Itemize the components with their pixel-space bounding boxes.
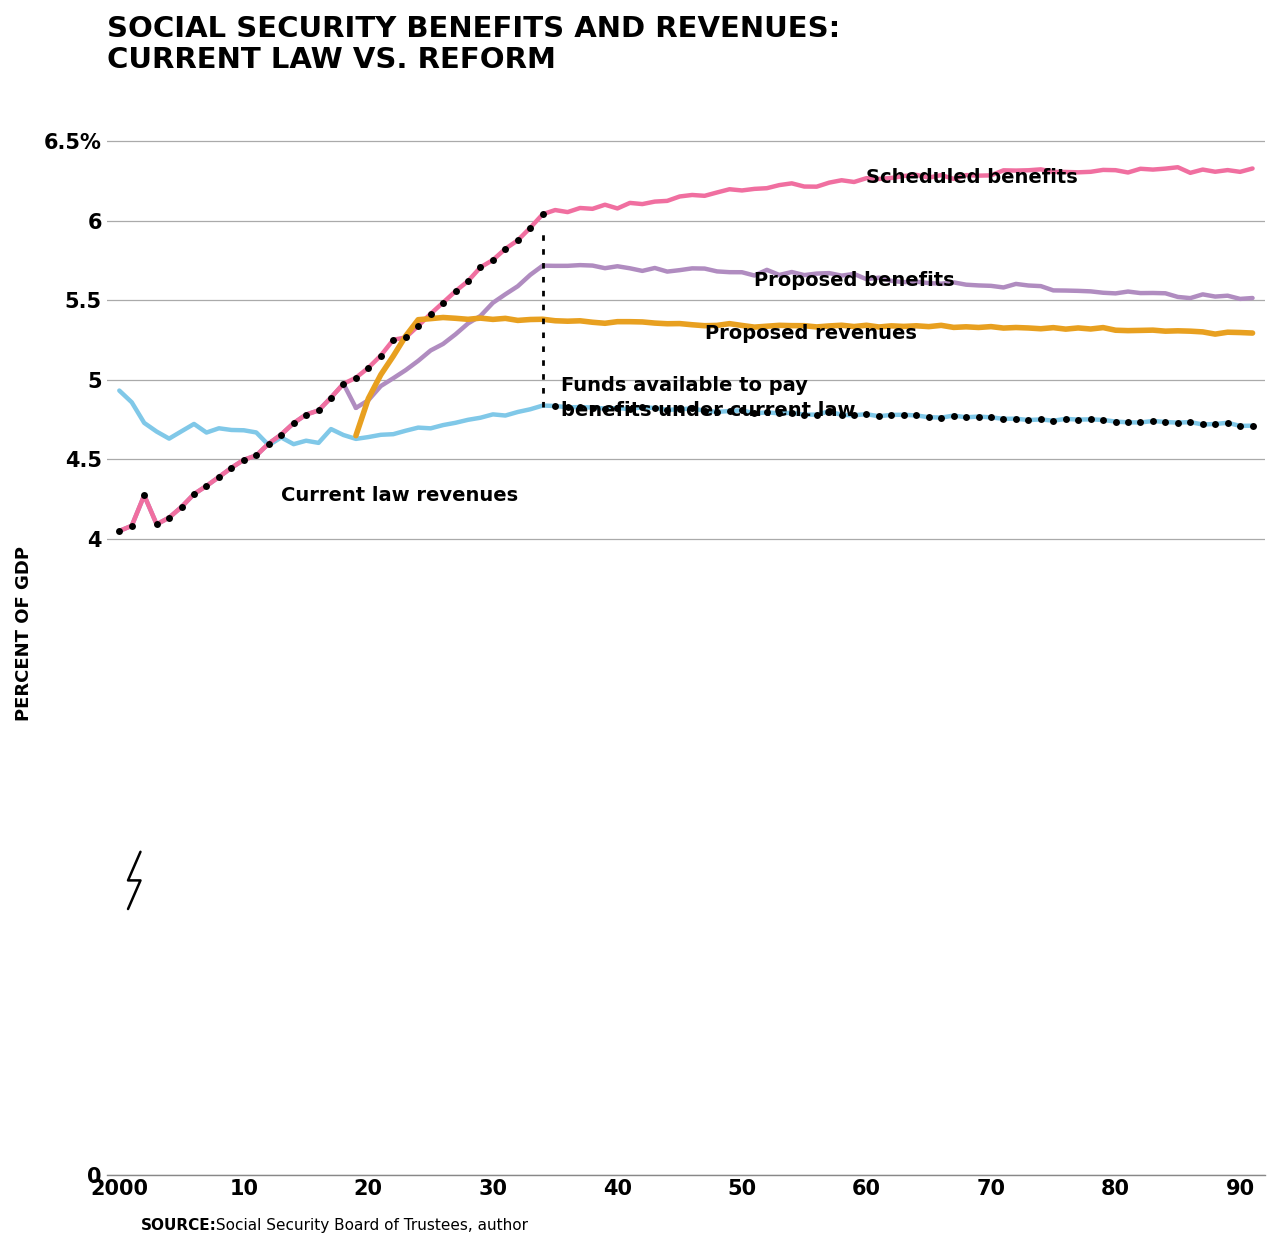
Text: SOCIAL SECURITY BENEFITS AND REVENUES:
CURRENT LAW VS. REFORM: SOCIAL SECURITY BENEFITS AND REVENUES: C… bbox=[106, 15, 840, 74]
Text: SOURCE:: SOURCE: bbox=[141, 1218, 216, 1233]
Text: Social Security Board of Trustees, author: Social Security Board of Trustees, autho… bbox=[211, 1218, 529, 1233]
Text: Scheduled benefits: Scheduled benefits bbox=[867, 168, 1078, 187]
Text: Proposed benefits: Proposed benefits bbox=[754, 272, 955, 290]
Y-axis label: PERCENT OF GDP: PERCENT OF GDP bbox=[15, 546, 33, 721]
Text: Proposed revenues: Proposed revenues bbox=[704, 324, 916, 343]
Text: Current law revenues: Current law revenues bbox=[282, 486, 518, 505]
Text: Funds available to pay
benefits under current law: Funds available to pay benefits under cu… bbox=[562, 377, 856, 419]
